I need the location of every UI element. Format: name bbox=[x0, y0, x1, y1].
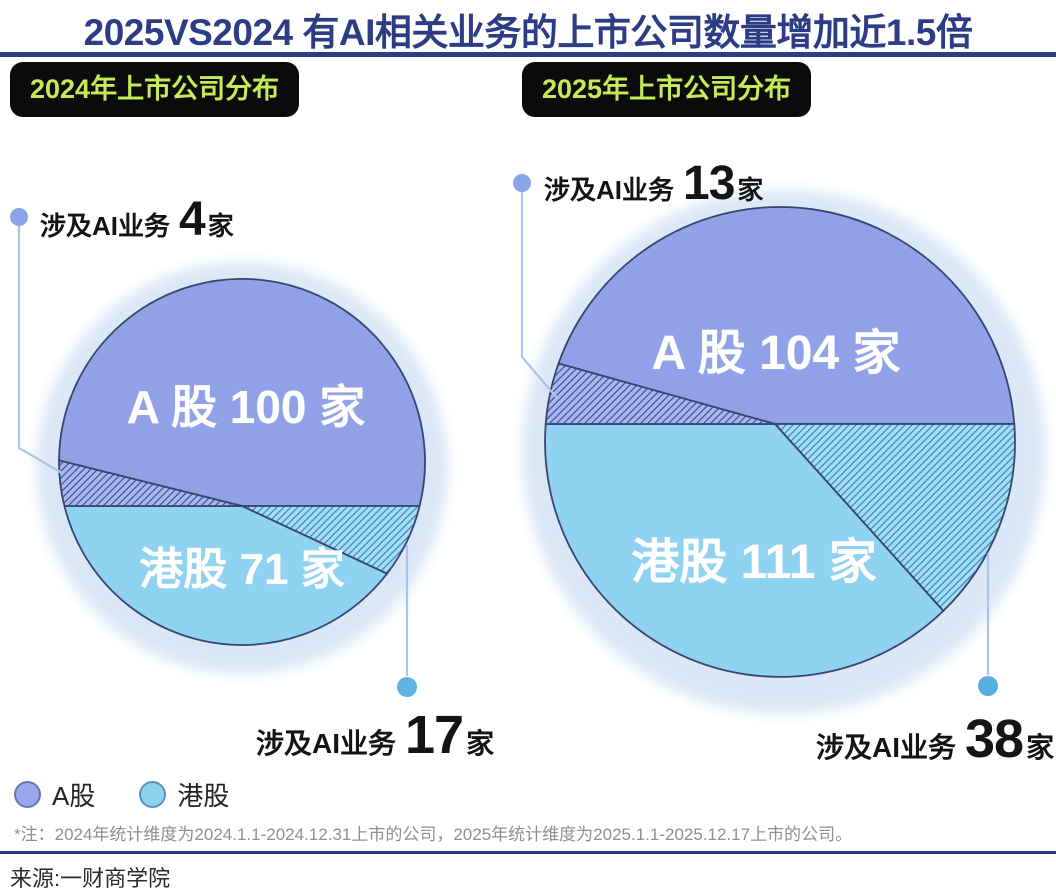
a-share-swatch-icon bbox=[14, 781, 41, 808]
badge-2024: 2024年上市公司分布 bbox=[10, 62, 300, 117]
callout-suffix: 家 bbox=[737, 175, 764, 205]
pie-2025-h-share-ai-slice bbox=[774, 423, 1016, 612]
legend-label: A股 bbox=[52, 781, 96, 811]
callout-suffix: 家 bbox=[466, 728, 495, 759]
pie-2025-h-share-slice bbox=[544, 423, 945, 678]
h-share-swatch-icon bbox=[139, 781, 167, 808]
callout-prefix: 涉及AI业务 bbox=[40, 211, 171, 241]
callout-dot-2025-h bbox=[978, 676, 998, 696]
callout-2025-a-share-ai: 涉及AI业务 13 家 bbox=[544, 156, 763, 211]
pie-2025 bbox=[544, 206, 1016, 678]
callout-2025-h-share-ai: 涉及AI业务 38 家 bbox=[816, 708, 1054, 770]
pie-2025-a-share-slice bbox=[557, 206, 1016, 425]
pie-2025-a-share-ai-slice bbox=[544, 362, 776, 425]
legend-item-a-share: A股 bbox=[14, 776, 95, 813]
pie-2024 bbox=[58, 278, 426, 646]
pie-2024-a-share-label: A 股 100 家 bbox=[126, 381, 366, 433]
callout-suffix: 家 bbox=[1026, 732, 1055, 763]
badge-2025: 2025年上市公司分布 bbox=[522, 62, 812, 117]
callout-prefix: 涉及AI业务 bbox=[544, 175, 675, 205]
callout-prefix: 涉及AI业务 bbox=[816, 732, 957, 763]
callout-number: 13 bbox=[683, 157, 735, 210]
callout-2024-h-share-ai: 涉及AI业务 17 家 bbox=[256, 704, 494, 766]
connector-2025-a bbox=[520, 192, 558, 399]
callout-number: 38 bbox=[965, 709, 1024, 769]
legend: A股 港股 bbox=[14, 776, 229, 813]
footnote: *注：2024年统计维度为2024.1.1-2024.12.31上市的公司，20… bbox=[14, 825, 853, 844]
legend-label: 港股 bbox=[177, 781, 230, 811]
callout-connectors bbox=[17, 192, 990, 676]
pie-2024-h-share-slice bbox=[63, 505, 388, 646]
pie-2024-a-share-slice bbox=[58, 278, 426, 507]
page-title: 2025VS2024 有AI相关业务的上市公司数量增加近1.5倍 bbox=[83, 12, 973, 53]
callout-dot-2024-h bbox=[397, 677, 417, 697]
callout-number: 4 bbox=[179, 193, 206, 246]
connector-2024-a bbox=[17, 226, 63, 474]
source-credit: 来源:一财商学院 bbox=[10, 866, 171, 891]
callout-dot-2025-a bbox=[513, 174, 531, 192]
title-underline bbox=[0, 52, 1056, 57]
callout-dot-2024-a bbox=[10, 208, 28, 226]
callout-prefix: 涉及AI业务 bbox=[256, 728, 397, 759]
legend-item-h-share: 港股 bbox=[139, 776, 229, 813]
callout-2024-a-share-ai: 涉及AI业务 4 家 bbox=[40, 192, 234, 247]
callout-number: 17 bbox=[405, 705, 464, 765]
callout-suffix: 家 bbox=[207, 211, 234, 241]
pie-2024-a-share-ai-slice bbox=[58, 459, 243, 507]
pie-2025-a-share-label: A 股 104 家 bbox=[651, 327, 901, 380]
pie-2024-h-share-label: 港股 71 家 bbox=[139, 545, 345, 594]
bottom-divider bbox=[0, 851, 1056, 854]
pie-2025-h-share-label: 港股 111 家 bbox=[631, 536, 877, 589]
